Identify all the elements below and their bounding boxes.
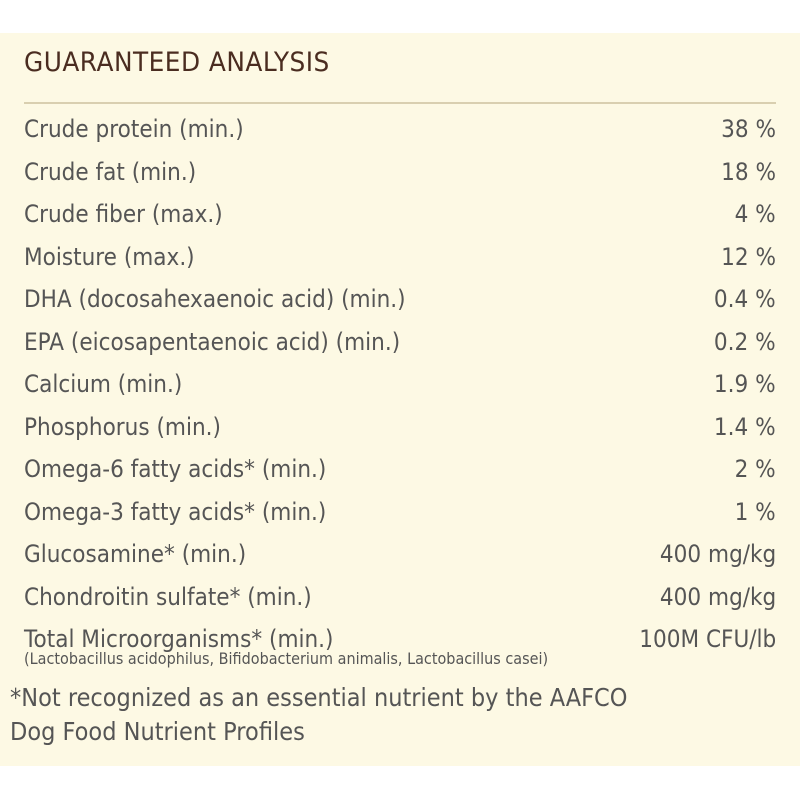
- analysis-row-crude-fiber: Crude fiber (max.) 4 %: [24, 193, 776, 236]
- row-value: 4 %: [734, 200, 776, 228]
- analysis-row-crude-fat: Crude fat (min.) 18 %: [24, 151, 776, 194]
- microorganisms-note: (Lactobacillus acidophilus, Bifidobacter…: [24, 649, 549, 668]
- row-label: Omega-3 fatty acids* (min.): [24, 497, 327, 526]
- row-label: DHA (docosahexaenoic acid) (min.): [24, 285, 406, 313]
- analysis-row-phosphorus: Phosphorus (min.) 1.4 %: [24, 406, 776, 449]
- row-value: 0.2 %: [714, 327, 776, 356]
- row-label: EPA (eicosapentaenoic acid) (min.): [24, 327, 401, 356]
- analysis-table: Crude protein (min.) 38 % Crude fat (min…: [24, 108, 776, 661]
- row-label: Crude fat (min.): [24, 157, 197, 186]
- analysis-row-chondroitin: Chondroitin sulfate* (min.) 400 mg/kg: [24, 576, 776, 619]
- footnote-line-1: *Not recognized as an essential nutrient…: [10, 683, 628, 712]
- row-label: Moisture (max.): [24, 242, 195, 271]
- row-label: Crude fiber (max.): [24, 200, 223, 228]
- analysis-row-omega-6: Omega-6 fatty acids* (min.) 2 %: [24, 448, 776, 491]
- footnote: *Not recognized as an essential nutrient…: [10, 681, 800, 749]
- row-value: 400 mg/kg: [659, 582, 776, 611]
- analysis-row-microorganisms: Total Microorganisms* (min.) 100M CFU/lb: [24, 618, 776, 661]
- analysis-row-epa: EPA (eicosapentaenoic acid) (min.) 0.2 %: [24, 321, 776, 364]
- row-value: 400 mg/kg: [659, 540, 776, 568]
- panel-title: GUARANTEED ANALYSIS: [24, 47, 330, 78]
- row-label: Crude protein (min.): [24, 115, 244, 143]
- row-value: 100M CFU/lb: [638, 625, 776, 653]
- row-value: 1.9 %: [714, 370, 776, 398]
- row-value: 0.4 %: [714, 285, 776, 313]
- row-label: Omega-6 fatty acids* (min.): [24, 455, 327, 483]
- footnote-line-2: Dog Food Nutrient Profiles: [10, 717, 305, 746]
- row-value: 12 %: [721, 242, 776, 271]
- row-label: Phosphorus (min.): [24, 412, 221, 441]
- row-label: Glucosamine* (min.): [24, 540, 247, 568]
- row-value: 1.4 %: [714, 412, 776, 441]
- analysis-row-glucosamine: Glucosamine* (min.) 400 mg/kg: [24, 533, 776, 576]
- row-label: Calcium (min.): [24, 370, 183, 398]
- row-label: Chondroitin sulfate* (min.): [24, 582, 312, 611]
- title-divider: [24, 102, 776, 104]
- row-value: 38 %: [721, 115, 776, 143]
- row-label: Total Microorganisms* (min.): [24, 625, 334, 653]
- analysis-row-omega-3: Omega-3 fatty acids* (min.) 1 %: [24, 491, 776, 534]
- guaranteed-analysis-panel: GUARANTEED ANALYSIS Crude protein (min.)…: [0, 33, 800, 766]
- analysis-row-moisture: Moisture (max.) 12 %: [24, 236, 776, 279]
- analysis-row-dha: DHA (docosahexaenoic acid) (min.) 0.4 %: [24, 278, 776, 321]
- row-value: 2 %: [734, 455, 776, 483]
- row-value: 18 %: [721, 157, 776, 186]
- row-value: 1 %: [734, 497, 776, 526]
- analysis-row-crude-protein: Crude protein (min.) 38 %: [24, 108, 776, 151]
- analysis-row-calcium: Calcium (min.) 1.9 %: [24, 363, 776, 406]
